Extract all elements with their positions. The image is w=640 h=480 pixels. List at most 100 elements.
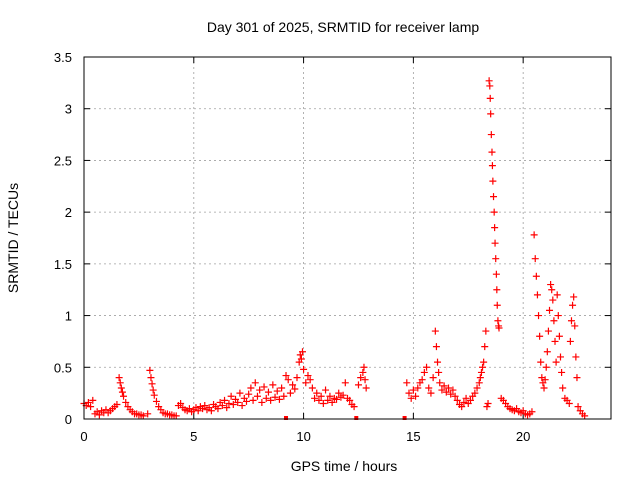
data-point	[341, 379, 349, 387]
data-point	[572, 353, 580, 361]
data-point	[118, 388, 126, 396]
data-point	[89, 396, 97, 404]
data-point	[201, 402, 209, 410]
data-point	[319, 399, 327, 407]
data-point	[531, 255, 539, 263]
data-point	[249, 396, 257, 404]
data-point	[264, 388, 272, 396]
y-tick-label: 0.5	[54, 360, 72, 375]
data-point	[543, 348, 551, 356]
data-point	[148, 380, 156, 388]
data-point	[313, 389, 321, 397]
data-point	[407, 394, 415, 402]
data-point	[442, 388, 450, 396]
data-point	[149, 386, 157, 394]
data-point	[260, 383, 268, 391]
data-point	[361, 376, 369, 384]
data-point	[302, 379, 310, 387]
data-point	[271, 393, 279, 401]
data-point	[487, 131, 495, 139]
data-point	[550, 317, 558, 325]
data-point	[485, 77, 493, 85]
data-point	[304, 372, 312, 380]
data-point	[284, 376, 292, 384]
data-point	[357, 374, 365, 382]
data-point	[453, 396, 461, 404]
data-point	[221, 396, 229, 404]
data-point	[306, 376, 314, 384]
data-point	[493, 286, 501, 294]
data-point	[177, 399, 185, 407]
data-point	[229, 401, 237, 409]
data-point	[280, 392, 288, 400]
y-tick-label: 2.5	[54, 153, 72, 168]
data-point	[147, 374, 155, 382]
data-point	[214, 405, 222, 413]
data-point	[535, 312, 543, 320]
data-point	[317, 392, 325, 400]
data-point	[308, 384, 316, 392]
data-point	[540, 384, 548, 392]
data-point	[322, 386, 330, 394]
data-point	[438, 386, 446, 394]
data-point	[253, 392, 261, 400]
x-tick-label: 5	[190, 429, 197, 444]
data-point	[335, 389, 343, 397]
data-point	[242, 397, 250, 405]
data-point	[427, 389, 435, 397]
data-point	[293, 374, 301, 382]
data-point	[569, 301, 577, 309]
data-point	[440, 382, 448, 390]
chart-title: Day 301 of 2025, SRMTID for receiver lam…	[207, 19, 480, 35]
data-point	[573, 374, 581, 382]
data-point	[473, 384, 481, 392]
x-tick-label: 15	[406, 429, 420, 444]
data-point	[462, 394, 470, 402]
data-point	[574, 403, 582, 411]
data-point	[291, 385, 299, 393]
data-point	[289, 381, 297, 389]
data-point	[262, 394, 270, 402]
gap-marker	[284, 416, 289, 420]
data-point	[256, 386, 264, 394]
data-point	[326, 392, 334, 400]
data-point	[493, 301, 501, 309]
plot-frame	[83, 56, 612, 420]
data-point	[339, 391, 347, 399]
data-point	[346, 396, 354, 404]
data-point	[556, 353, 564, 361]
data-point	[536, 332, 544, 340]
data-point	[84, 398, 92, 406]
grid	[84, 57, 611, 419]
data-point	[350, 403, 358, 411]
data-point	[566, 337, 574, 345]
data-point	[403, 379, 411, 387]
data-point	[139, 412, 147, 420]
y-tick-label: 0	[65, 412, 72, 427]
data-point	[267, 396, 275, 404]
data-point	[488, 148, 496, 156]
data-point	[194, 407, 202, 415]
data-point	[489, 177, 497, 185]
data-point	[223, 404, 231, 412]
data-point	[477, 368, 485, 376]
data-point	[298, 348, 306, 356]
data-point	[530, 231, 538, 239]
data-point	[354, 381, 362, 389]
data-point	[328, 398, 336, 406]
data-point	[490, 193, 498, 201]
data-point	[146, 366, 154, 374]
data-point	[565, 399, 573, 407]
data-point	[532, 272, 540, 280]
data-point	[113, 401, 121, 409]
data-point	[245, 390, 253, 398]
data-point	[559, 384, 567, 392]
data-point	[117, 384, 125, 392]
data-point	[476, 374, 484, 382]
x-tick-label: 20	[516, 429, 530, 444]
data-point	[548, 286, 556, 294]
data-point	[486, 82, 494, 90]
data-point	[172, 412, 180, 420]
data-point	[420, 368, 428, 376]
data-point	[95, 411, 103, 419]
